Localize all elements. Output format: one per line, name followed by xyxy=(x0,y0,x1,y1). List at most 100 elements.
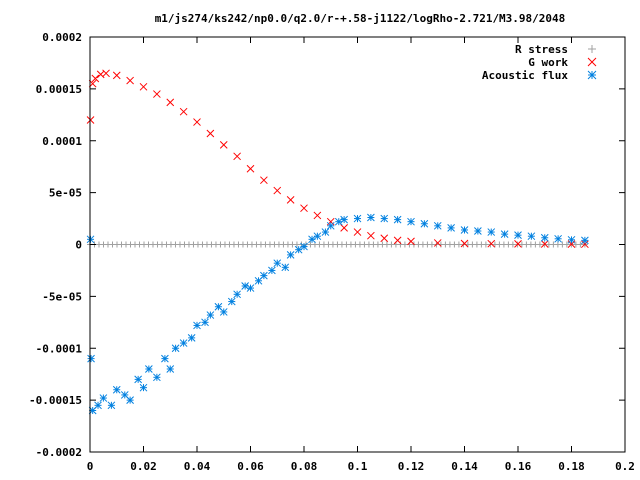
point-g-work xyxy=(300,204,308,213)
point-g-work xyxy=(166,98,175,107)
legend-label-acoustic-flux: Acoustic flux xyxy=(482,69,568,82)
point-acoustic-flux xyxy=(393,215,402,224)
point-acoustic-flux xyxy=(487,228,496,236)
point-acoustic-flux xyxy=(268,266,276,275)
point-acoustic-flux xyxy=(281,263,290,272)
point-g-work xyxy=(367,231,375,240)
point-g-work xyxy=(407,237,415,246)
x-tick-label: 0.06 xyxy=(237,460,264,473)
point-acoustic-flux xyxy=(540,233,549,242)
point-acoustic-flux xyxy=(567,235,576,244)
y-tick-label: -0.00015 xyxy=(29,394,82,407)
point-acoustic-flux xyxy=(161,354,169,363)
y-tick-label: -0.0001 xyxy=(36,342,83,355)
chart-title: m1/js274/ks242/np0.0/q2.0/r-+.58-j1122/l… xyxy=(155,12,566,25)
point-g-work xyxy=(219,141,228,149)
point-acoustic-flux xyxy=(581,236,589,245)
point-g-work xyxy=(246,164,255,173)
point-acoustic-flux xyxy=(527,232,536,241)
y-tick-label: 0 xyxy=(75,239,82,252)
point-g-work xyxy=(86,116,95,124)
point-acoustic-flux xyxy=(94,401,102,410)
point-acoustic-flux xyxy=(166,365,175,373)
x-tick-label: 0.18 xyxy=(558,460,585,473)
point-acoustic-flux xyxy=(340,215,348,224)
point-acoustic-flux xyxy=(86,235,95,244)
point-acoustic-flux xyxy=(219,308,228,316)
point-acoustic-flux xyxy=(353,214,362,223)
legend-marker-r-stress xyxy=(588,45,596,53)
point-g-work xyxy=(487,239,496,248)
point-acoustic-flux xyxy=(227,297,236,306)
point-acoustic-flux xyxy=(433,221,442,230)
point-g-work xyxy=(91,74,100,83)
point-acoustic-flux xyxy=(144,365,153,373)
x-tick-label: 0.2 xyxy=(615,460,635,473)
point-g-work xyxy=(273,186,282,195)
point-acoustic-flux xyxy=(367,213,375,222)
point-acoustic-flux xyxy=(500,230,509,238)
point-g-work xyxy=(514,240,522,248)
point-acoustic-flux xyxy=(87,354,95,363)
point-acoustic-flux xyxy=(134,375,143,384)
point-acoustic-flux xyxy=(460,226,469,234)
x-tick-label: 0 xyxy=(87,460,94,473)
point-g-work xyxy=(112,71,121,80)
x-tick-label: 0.02 xyxy=(130,460,157,473)
point-g-work xyxy=(260,176,268,185)
point-acoustic-flux xyxy=(321,228,330,236)
point-acoustic-flux xyxy=(187,334,196,342)
point-acoustic-flux xyxy=(286,251,295,259)
point-g-work xyxy=(139,82,148,91)
point-acoustic-flux xyxy=(420,219,429,228)
point-g-work xyxy=(460,239,469,248)
series-r-stress xyxy=(87,241,588,248)
x-tick-label: 0.12 xyxy=(398,460,425,473)
point-g-work xyxy=(206,129,215,138)
point-g-work xyxy=(340,224,348,232)
x-tick-label: 0.08 xyxy=(291,460,318,473)
point-acoustic-flux xyxy=(206,311,215,319)
point-acoustic-flux xyxy=(300,242,308,251)
point-acoustic-flux xyxy=(273,259,282,268)
point-acoustic-flux xyxy=(447,224,455,232)
y-tick-label: -0.0002 xyxy=(36,446,82,459)
point-acoustic-flux xyxy=(201,318,209,327)
legend-label-r-stress: R stress xyxy=(515,43,568,56)
point-acoustic-flux xyxy=(313,232,322,241)
point-g-work xyxy=(313,211,322,220)
legend-label-g-work: G work xyxy=(528,56,568,69)
point-g-work xyxy=(286,196,295,204)
x-tick-label: 0.14 xyxy=(451,460,478,473)
point-g-work xyxy=(393,236,402,245)
point-acoustic-flux xyxy=(554,234,562,243)
point-acoustic-flux xyxy=(380,214,389,223)
legend-marker-g-work xyxy=(587,57,597,67)
point-acoustic-flux xyxy=(246,284,255,292)
point-g-work xyxy=(126,76,134,85)
point-g-work xyxy=(233,152,241,161)
point-g-work xyxy=(540,240,549,248)
x-tick-label: 0.1 xyxy=(348,460,368,473)
point-g-work xyxy=(353,228,362,236)
point-acoustic-flux xyxy=(153,373,161,382)
point-acoustic-flux xyxy=(326,221,335,230)
point-acoustic-flux xyxy=(260,271,268,280)
point-acoustic-flux xyxy=(171,344,180,353)
y-tick-label: 0.0001 xyxy=(42,135,82,148)
point-g-work xyxy=(380,234,389,243)
y-tick-label: 0.00015 xyxy=(36,83,82,96)
point-acoustic-flux xyxy=(107,401,116,410)
series-g-work xyxy=(86,69,589,249)
legend-marker-acoustic-flux xyxy=(587,70,597,80)
point-g-work xyxy=(433,239,442,247)
y-tick-label: -5e-05 xyxy=(42,290,82,303)
plot-area xyxy=(86,69,589,415)
point-acoustic-flux xyxy=(126,396,134,404)
point-acoustic-flux xyxy=(179,339,188,347)
point-g-work xyxy=(153,90,161,98)
point-acoustic-flux xyxy=(99,394,108,402)
x-tick-label: 0.16 xyxy=(505,460,532,473)
point-acoustic-flux xyxy=(233,290,241,299)
